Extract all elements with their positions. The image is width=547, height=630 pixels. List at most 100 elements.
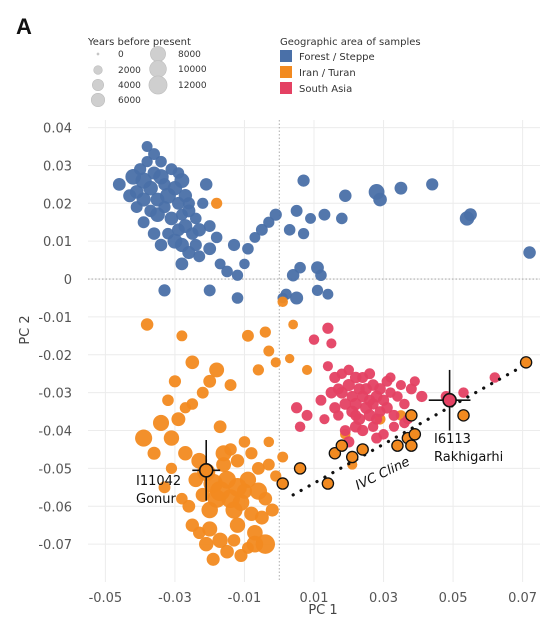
data-point-iran-turan	[176, 330, 188, 342]
color-legend: Geographic area of samples Forest / Step…	[280, 37, 421, 95]
data-point-south-asia	[388, 409, 400, 421]
data-point-forest-steppe	[123, 189, 137, 203]
data-point-iran-turan	[270, 470, 282, 482]
data-point-iran-turan	[211, 197, 223, 209]
data-point-south-asia	[357, 424, 369, 437]
color-legend-title: Geographic area of samples	[280, 37, 421, 48]
data-point-south-asia	[388, 421, 400, 432]
data-point-south-asia	[333, 410, 344, 421]
data-point-forest-steppe	[322, 288, 334, 300]
size-legend-symbol	[148, 75, 168, 95]
cline-sample-point	[356, 443, 369, 456]
data-point-south-asia	[315, 394, 327, 406]
data-point-south-asia	[332, 383, 344, 395]
data-point-forest-steppe	[269, 208, 282, 221]
data-point-forest-steppe	[193, 250, 206, 263]
data-point-forest-steppe	[137, 216, 150, 229]
data-point-south-asia	[367, 421, 379, 433]
data-point-forest-steppe	[175, 257, 189, 271]
size-legend-symbol	[149, 60, 167, 78]
cline-sample-point	[321, 477, 335, 490]
data-point-south-asia	[489, 372, 501, 383]
y-axis-title: PC 2	[18, 315, 33, 344]
data-point-iran-turan	[201, 501, 218, 519]
data-point-south-asia	[364, 368, 376, 380]
data-point-iran-turan	[162, 394, 174, 407]
data-point-forest-steppe	[249, 231, 261, 243]
data-point-iran-turan	[179, 402, 191, 414]
data-point-south-asia	[339, 425, 351, 436]
data-point-iran-turan	[251, 461, 265, 475]
data-point-iran-turan	[245, 447, 258, 460]
data-point-forest-steppe	[148, 148, 161, 161]
cline-sample-point	[276, 477, 289, 490]
data-point-south-asia	[326, 338, 337, 349]
data-point-south-asia	[319, 414, 330, 425]
data-point-iran-turan	[165, 462, 178, 475]
data-point-iran-turan	[203, 374, 217, 388]
data-point-iran-turan	[270, 357, 281, 368]
data-point-forest-steppe	[464, 208, 477, 222]
color-legend-swatch	[280, 50, 292, 62]
data-point-iran-turan	[263, 436, 275, 448]
size-legend-symbol	[93, 65, 103, 75]
y-tick-label: -0.04	[38, 425, 72, 440]
color-legend-swatch	[280, 66, 292, 78]
data-point-forest-steppe	[297, 227, 310, 240]
color-legend-label: Iran / Turan	[299, 68, 356, 79]
cline-sample-point	[519, 356, 533, 369]
data-point-iran-turan	[215, 445, 232, 462]
cline-sample-point	[405, 439, 418, 452]
data-point-iran-turan	[168, 375, 182, 388]
data-point-iran-turan	[249, 482, 268, 500]
annotation-ivc-cline: IVC Cline	[353, 454, 412, 493]
data-point-forest-steppe	[242, 242, 254, 255]
data-point-iran-turan	[247, 524, 263, 541]
data-point-south-asia	[409, 376, 420, 387]
data-point-south-asia	[381, 402, 393, 414]
data-point-iran-turan	[229, 517, 246, 533]
data-point-iran-turan	[227, 534, 241, 547]
data-point-forest-steppe	[189, 212, 202, 225]
data-point-forest-steppe	[154, 238, 168, 252]
size-legend-label: 8000	[178, 50, 201, 60]
data-point-south-asia	[339, 398, 352, 410]
data-point-forest-steppe	[210, 231, 223, 244]
data-point-iran-turan	[216, 457, 232, 473]
cline-sample-point	[391, 439, 404, 452]
data-point-iran-turan	[196, 386, 209, 399]
size-legend-title: Years before present	[87, 37, 191, 48]
data-point-south-asia	[374, 383, 386, 395]
data-point-forest-steppe	[263, 216, 275, 228]
data-point-iran-turan	[224, 379, 237, 392]
annotation-i6113: I6113 Rakhigarhi	[434, 432, 503, 465]
cline-sample-point	[335, 439, 349, 452]
data-point-forest-steppe	[231, 269, 244, 281]
data-point-forest-steppe	[164, 211, 179, 226]
data-point-iran-turan	[206, 552, 220, 566]
data-point-forest-steppe	[175, 208, 188, 221]
ivc-cline-line	[291, 360, 532, 497]
data-point-forest-steppe	[286, 269, 300, 282]
data-point-south-asia	[399, 417, 410, 429]
data-point-forest-steppe	[239, 258, 250, 270]
data-point-south-asia	[349, 397, 362, 411]
color-legend-swatch	[280, 82, 292, 94]
data-point-iran-turan	[284, 353, 295, 364]
data-point-iran-turan	[163, 430, 180, 446]
size-legend-label: 6000	[118, 96, 141, 106]
annotation-i11042: I11042 Gonur	[136, 474, 185, 507]
data-point-forest-steppe	[214, 258, 226, 270]
data-point-iran-turan	[277, 451, 289, 463]
data-point-iran-turan	[255, 534, 276, 554]
cline-sample-point	[345, 450, 359, 464]
data-point-iran-turan	[147, 446, 161, 460]
data-point-forest-steppe	[297, 174, 310, 187]
size-legend-label: 4000	[118, 81, 141, 91]
data-point-south-asia	[416, 390, 428, 403]
cline-sample-point	[328, 446, 342, 460]
data-point-iran-turan	[171, 412, 186, 427]
data-point-forest-steppe	[315, 269, 327, 282]
data-point-iran-turan	[195, 487, 210, 502]
